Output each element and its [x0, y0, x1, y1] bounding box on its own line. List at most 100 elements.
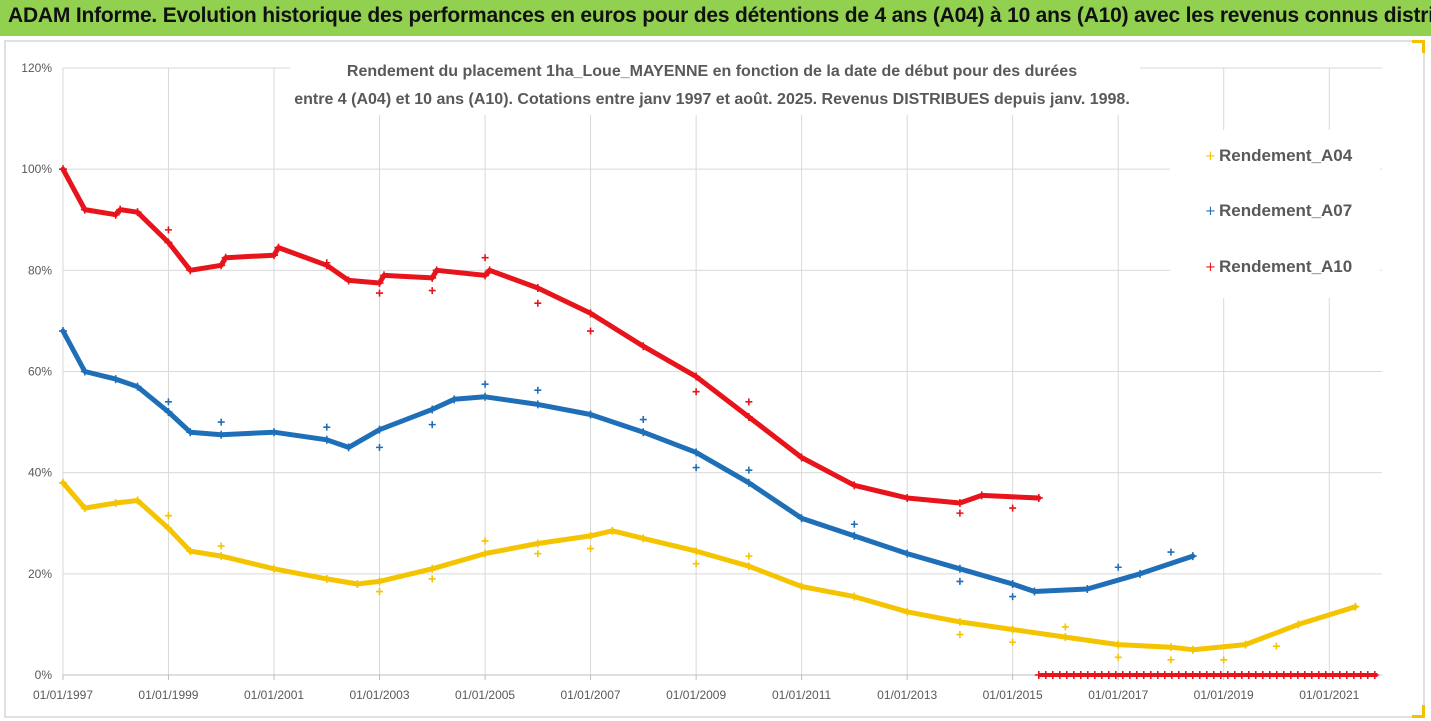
data-point-zero — [1223, 671, 1232, 679]
data-point — [955, 564, 964, 573]
data-point-zero — [1272, 671, 1281, 679]
data-point — [903, 493, 912, 502]
data-point-zero — [1132, 671, 1141, 679]
data-point — [375, 425, 384, 434]
data-point — [977, 491, 986, 500]
data-point-outlier — [956, 509, 964, 517]
legend-marker-a04: + — [1205, 149, 1216, 164]
data-point-outlier — [1220, 656, 1228, 664]
data-point-outlier — [534, 550, 542, 558]
corner-marker-br — [1412, 705, 1425, 718]
data-point-zero — [1342, 671, 1351, 679]
data-point — [481, 549, 490, 558]
data-point — [428, 273, 437, 282]
data-point-outlier — [375, 443, 383, 451]
data-point-outlier — [956, 577, 964, 585]
data-point — [375, 278, 384, 287]
data-point-outlier — [1009, 504, 1017, 512]
data-point-zero — [1321, 671, 1330, 679]
data-point — [322, 574, 331, 583]
data-point-outlier — [639, 416, 647, 424]
data-point — [217, 261, 226, 270]
data-point — [344, 443, 353, 452]
data-point — [1136, 569, 1145, 578]
data-point — [850, 592, 859, 601]
data-point-zero — [1328, 671, 1337, 679]
data-point — [1351, 602, 1360, 611]
data-point — [850, 531, 859, 540]
legend-item-a10: + Rendement_A10 — [1205, 257, 1352, 276]
x-tick-label: 01/01/2015 — [983, 688, 1043, 702]
data-point-zero — [1167, 671, 1176, 679]
data-point-zero — [1146, 671, 1155, 679]
data-point — [1061, 633, 1070, 642]
data-point-outlier — [692, 560, 700, 568]
series-rendement-a04 — [59, 478, 1360, 664]
data-point — [692, 547, 701, 556]
data-point-zero — [1265, 671, 1274, 679]
x-tick-label: 01/01/2001 — [244, 688, 304, 702]
data-point-outlier — [164, 398, 172, 406]
data-point — [1188, 552, 1197, 561]
series-line-rendement-a07 — [60, 328, 1196, 594]
data-point-outlier — [1009, 638, 1017, 646]
data-point — [586, 531, 595, 540]
data-point — [586, 309, 595, 318]
x-tick-label: 01/01/1999 — [138, 688, 198, 702]
data-point — [692, 448, 701, 457]
data-point — [164, 524, 173, 533]
series-rendement-a10 — [59, 165, 1379, 679]
legend-box — [1170, 130, 1380, 298]
data-point — [639, 534, 648, 543]
data-point-zero — [1104, 671, 1113, 679]
legend-label-a10: Rendement_A10 — [1219, 257, 1352, 276]
data-point-outlier — [428, 421, 436, 429]
data-point-outlier — [1272, 642, 1280, 650]
data-point — [1083, 585, 1092, 594]
data-point-zero — [1251, 671, 1260, 679]
data-point-zero — [1195, 671, 1204, 679]
series-rendement-a07 — [59, 327, 1197, 601]
data-point — [344, 276, 353, 285]
data-point — [133, 382, 142, 391]
data-point-zero — [1202, 671, 1211, 679]
data-point-outlier — [745, 466, 753, 474]
series-layer — [59, 165, 1379, 679]
data-point-outlier — [1114, 653, 1122, 661]
x-tick-label: 01/01/2005 — [455, 688, 515, 702]
data-point-outlier — [217, 542, 225, 550]
chart-title-line2: entre 4 (A04) et 10 ans (A10). Cotations… — [294, 91, 1130, 108]
data-point-zero — [1307, 671, 1316, 679]
data-point-zero — [1125, 671, 1134, 679]
data-point-zero — [1244, 671, 1253, 679]
data-point-outlier — [323, 423, 331, 431]
data-point-outlier — [745, 398, 753, 406]
banner-title: ADAM Informe. Evolution historique des p… — [8, 4, 1431, 27]
data-point — [481, 271, 490, 280]
data-point-zero — [1230, 671, 1239, 679]
data-point-outlier — [692, 464, 700, 472]
data-point — [353, 579, 362, 588]
data-point — [375, 577, 384, 586]
data-point — [164, 238, 173, 247]
data-point — [164, 407, 173, 416]
data-point-outlier — [534, 299, 542, 307]
title-banner: ADAM Informe. Evolution historique des p… — [0, 0, 1431, 36]
data-point-outlier — [375, 588, 383, 596]
data-point — [850, 481, 859, 490]
data-point-outlier — [481, 537, 489, 545]
data-point — [955, 617, 964, 626]
data-point-zero — [1363, 671, 1372, 679]
data-point-zero — [1356, 671, 1365, 679]
x-tick-label: 01/01/2011 — [772, 688, 831, 702]
data-point — [59, 327, 67, 336]
data-point-outlier — [1114, 563, 1122, 571]
data-point-zero — [1258, 671, 1267, 679]
data-point — [639, 428, 648, 437]
x-tick-label: 01/01/2003 — [349, 688, 409, 702]
data-point — [1114, 640, 1123, 649]
x-tick-label: 01/01/1997 — [33, 688, 93, 702]
data-point — [797, 514, 806, 523]
data-point-outlier — [428, 287, 436, 295]
data-point — [1030, 587, 1039, 596]
